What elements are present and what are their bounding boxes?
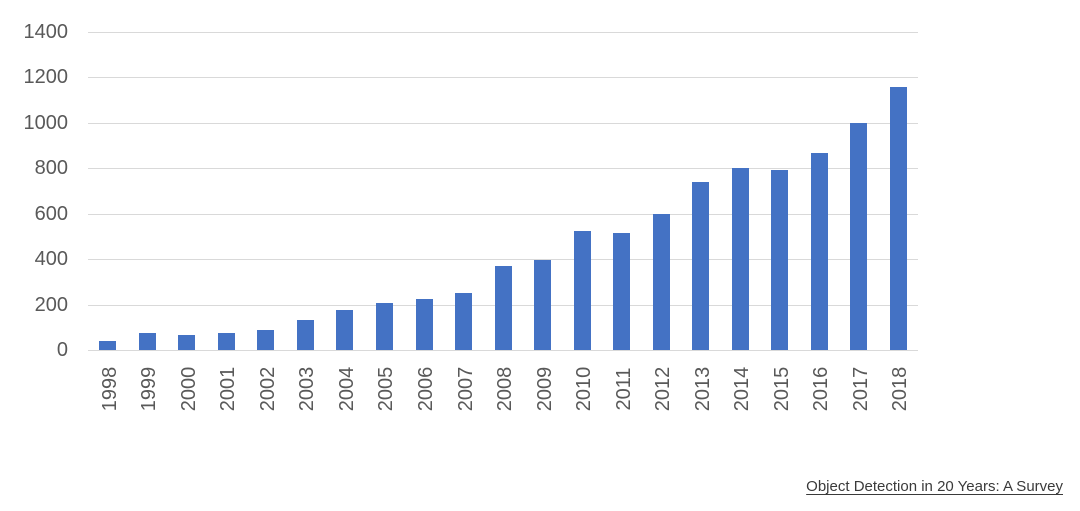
bar-2015 (771, 170, 789, 350)
bar-2011 (613, 232, 631, 350)
x-axis-tick-label: 2013 (691, 366, 714, 412)
x-axis-tick-label: 1999 (138, 366, 161, 412)
x-axis-tick-label: 2017 (849, 366, 872, 412)
bar-2007 (455, 293, 472, 350)
bar-2012 (652, 213, 670, 350)
bar-2009 (534, 260, 551, 350)
x-axis-tick-label: 2014 (731, 366, 754, 412)
bar-chart: 0 200 400 600 800 1000 1200 1400 1998 1999 2000 20… (23, 20, 918, 412)
gridline-600 (88, 213, 918, 215)
gridline-800 (88, 168, 918, 169)
x-axis-tick-label: 2003 (296, 366, 319, 412)
y-axis-tick-label: 800 (34, 157, 68, 179)
x-axis-tick-label: 2010 (573, 366, 595, 412)
gridline-400 (88, 259, 918, 260)
bar-2001 (217, 333, 235, 350)
bar-2013 (692, 181, 710, 350)
bar-2018 (889, 87, 907, 350)
x-axis-tick-label: 2016 (810, 366, 833, 412)
x-axis-tick-label: 2005 (375, 366, 398, 412)
x-axis-tick-label: 1998 (98, 366, 121, 412)
source-link[interactable]: Object Detection in 20 Years: A Survey (806, 478, 1063, 495)
x-axis-tick-label: 2002 (256, 366, 279, 412)
x-axis-tick-label: 2011 (612, 367, 635, 411)
bar-2000 (178, 335, 196, 350)
x-axis-tick-label: 2018 (889, 366, 912, 412)
gridline-1200 (88, 77, 918, 78)
bar-2006 (415, 298, 433, 350)
y-axis-tick-label: 600 (34, 202, 68, 225)
bar-2017 (850, 122, 868, 350)
x-axis-tick-label: 2012 (652, 366, 675, 412)
x-axis-tick-label: 2000 (177, 366, 200, 412)
x-axis-tick-label: 2008 (494, 366, 516, 412)
bar-1999 (138, 332, 156, 350)
x-axis-tick-label: 2001 (217, 366, 240, 412)
x-axis-tick-label: 2009 (533, 366, 556, 412)
bar-2014 (731, 168, 749, 350)
gridline-0 (88, 350, 918, 351)
x-axis-tick-label: 2015 (770, 366, 793, 412)
gridline-1000 (88, 122, 918, 124)
y-axis-tick-label: 0 (56, 339, 68, 361)
gridline-1400 (88, 31, 918, 33)
x-axis-tick-label: 2007 (454, 366, 477, 412)
bar-2002 (257, 329, 275, 350)
bar-2004 (336, 310, 354, 350)
y-axis-tick-label: 1400 (23, 20, 69, 43)
y-axis-tick-label: 1200 (23, 66, 69, 88)
x-axis-tick-label: 2004 (335, 366, 358, 412)
y-axis-tick-label: 1000 (23, 111, 69, 134)
bar-2008 (494, 265, 512, 350)
y-axis-tick-label: 200 (34, 293, 68, 316)
bar-2003 (296, 320, 314, 350)
bar-2010 (573, 230, 591, 350)
x-axis-tick-label: 2006 (415, 366, 437, 412)
y-axis-tick-label: 400 (34, 248, 68, 270)
bar-1998 (99, 340, 117, 350)
bar-2016 (810, 153, 828, 350)
bar-2005 (375, 303, 393, 350)
